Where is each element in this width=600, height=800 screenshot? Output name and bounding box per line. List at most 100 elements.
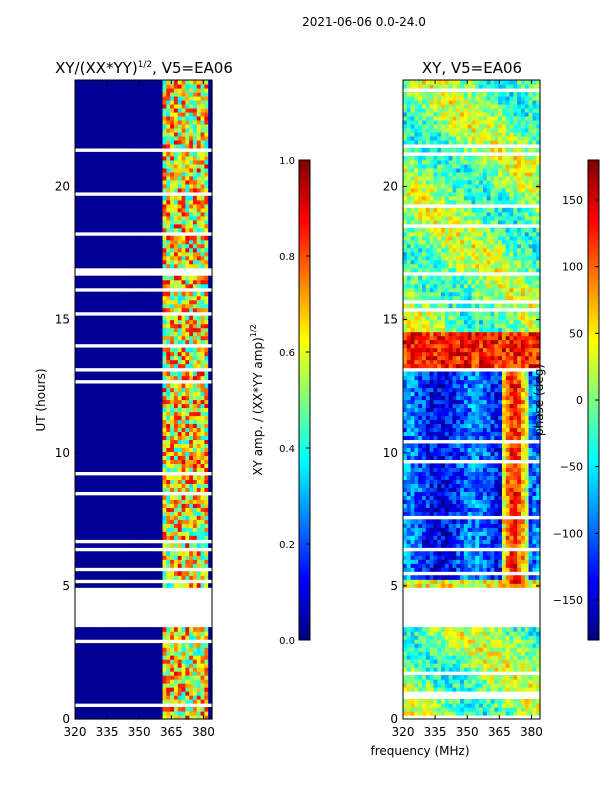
heatmap-cell <box>90 655 95 660</box>
heatmap-cell <box>166 691 171 696</box>
heatmap-cell <box>120 355 126 361</box>
heatmap-cell <box>139 495 145 500</box>
heatmap-cell <box>116 331 122 337</box>
heatmap-cell <box>173 435 179 441</box>
heatmap-cell <box>128 663 133 668</box>
heatmap-cell <box>517 699 522 704</box>
heatmap-cell <box>189 555 194 560</box>
heatmap-cell <box>170 127 175 133</box>
heatmap-cell <box>105 511 110 516</box>
heatmap-cell <box>147 163 152 169</box>
heatmap-cell <box>78 167 84 173</box>
heatmap-cell <box>113 183 118 189</box>
heatmap-cell <box>139 711 145 716</box>
heatmap-cell <box>132 711 137 716</box>
heatmap-cell <box>204 359 209 365</box>
heatmap-cell <box>75 531 80 536</box>
heatmap-cell <box>78 227 84 233</box>
heatmap-cell <box>135 363 141 369</box>
heatmap-cell <box>173 155 179 161</box>
heatmap-cell <box>173 99 179 105</box>
heatmap-cell <box>181 503 186 508</box>
heatmap-cell <box>109 455 114 461</box>
heatmap-cell <box>151 627 156 632</box>
heatmap-cell <box>139 659 145 664</box>
heatmap-cell <box>128 159 133 165</box>
heatmap-cell <box>82 291 88 297</box>
heatmap-cell <box>162 239 167 245</box>
heatmap-cell <box>158 667 164 672</box>
heatmap-cell <box>128 707 133 712</box>
heatmap-cell <box>86 663 91 668</box>
heatmap-cell <box>177 363 183 369</box>
heatmap-cell <box>151 127 156 133</box>
heatmap-cell <box>170 687 175 692</box>
heatmap-cell <box>132 207 137 213</box>
heatmap-cell <box>151 99 156 105</box>
heatmap-cell <box>154 247 160 253</box>
heatmap-cell <box>181 283 186 289</box>
heatmap-cell <box>448 703 454 708</box>
heatmap-cell <box>75 123 80 129</box>
heatmap-cell <box>90 475 95 480</box>
heatmap-cell <box>181 687 186 692</box>
heatmap-cell <box>101 207 107 213</box>
heatmap-cell <box>135 431 141 437</box>
heatmap-cell <box>109 643 114 648</box>
heatmap-cell <box>151 151 156 157</box>
heatmap-cell <box>128 563 133 568</box>
heatmap-cell <box>124 643 129 648</box>
heatmap-cell <box>94 371 99 377</box>
heatmap-cell <box>105 635 110 640</box>
heatmap-cell <box>444 707 450 712</box>
heatmap-cell <box>120 335 126 341</box>
heatmap-cell <box>109 399 114 405</box>
heatmap-cell <box>82 715 88 720</box>
heatmap-cell <box>139 651 145 656</box>
heatmap-cell <box>105 455 110 461</box>
heatmap-cell <box>109 659 114 664</box>
heatmap-cell <box>208 515 213 520</box>
heatmap-cell <box>105 655 110 660</box>
heatmap-cell <box>177 627 183 632</box>
heatmap-cell <box>410 687 416 692</box>
heatmap-cell <box>116 359 122 365</box>
heatmap-cell <box>139 483 145 488</box>
heatmap-cell <box>101 155 107 161</box>
heatmap-cell <box>192 331 198 337</box>
heatmap-cell <box>116 407 122 413</box>
heatmap-cell <box>173 439 179 445</box>
heatmap-cell <box>124 195 129 201</box>
heatmap-cell <box>196 87 202 93</box>
heatmap-cell <box>143 431 148 437</box>
heatmap-cell <box>177 99 183 105</box>
heatmap-cell <box>162 335 167 341</box>
heatmap-cell <box>120 419 126 425</box>
heatmap-cell <box>170 155 175 161</box>
heatmap-cell <box>162 107 167 113</box>
heatmap-cell <box>204 83 209 89</box>
heatmap-cell <box>196 663 202 668</box>
heatmap-cell <box>196 715 202 720</box>
heatmap-cell <box>158 663 164 668</box>
heatmap-cell <box>139 199 145 205</box>
heatmap-cell <box>135 263 141 269</box>
heatmap-cell <box>192 243 198 249</box>
heatmap-cell <box>196 415 202 421</box>
heatmap-cell <box>147 327 152 333</box>
heatmap-cell <box>162 223 167 229</box>
heatmap-cell <box>177 467 183 472</box>
heatmap-cell <box>97 483 103 488</box>
heatmap-cell <box>158 243 164 249</box>
heatmap-cell <box>166 135 171 141</box>
heatmap-cell <box>120 455 126 461</box>
heatmap-cell <box>196 331 202 337</box>
heatmap-cell <box>105 303 110 309</box>
heatmap-cell <box>116 655 122 660</box>
heatmap-cell <box>173 255 179 261</box>
heatmap-cell <box>128 283 133 289</box>
heatmap-cell <box>192 111 198 117</box>
heatmap-cell <box>166 407 171 413</box>
heatmap-cell <box>162 519 167 524</box>
heatmap-cell <box>151 475 156 480</box>
